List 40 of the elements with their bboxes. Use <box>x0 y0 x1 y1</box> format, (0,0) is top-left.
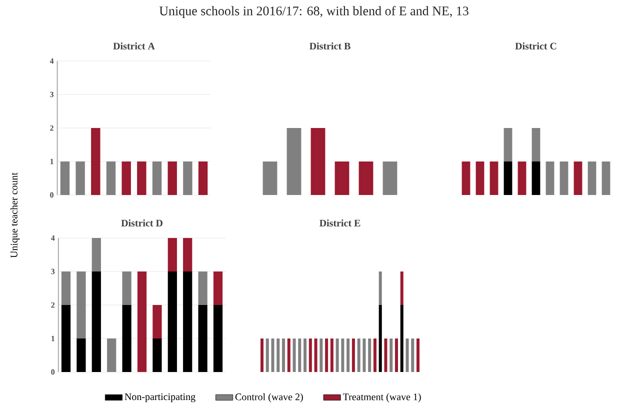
bar <box>76 338 86 372</box>
bar <box>198 272 208 305</box>
bar <box>183 272 192 372</box>
bar <box>213 305 223 372</box>
bar <box>168 238 177 272</box>
legend-label: Control (wave 2) <box>235 393 303 402</box>
text: Unique schools in 2016/17: 68, with blend of E and NE, 13 <box>159 6 468 18</box>
y-tick-label: 0 <box>50 192 54 198</box>
bar <box>122 305 132 372</box>
chart-subtitle: District B <box>309 42 350 50</box>
bar <box>92 272 101 372</box>
legend-label: Treatment (wave 1) <box>342 393 421 402</box>
y-tick-label: 2 <box>50 125 54 131</box>
bar <box>152 305 162 338</box>
bar <box>152 338 162 372</box>
bar <box>92 238 101 272</box>
y-tick-label: 3 <box>51 268 55 274</box>
bar <box>76 272 86 338</box>
y-tick-label: 2 <box>51 302 55 308</box>
y-tick-label: 3 <box>50 92 54 98</box>
y-tick-label: 4 <box>50 235 55 241</box>
bar <box>198 305 208 372</box>
legend-label: Non-participating <box>124 393 196 402</box>
chart-subtitle: District D <box>121 219 162 226</box>
bar <box>213 272 223 305</box>
chart-subtitle: District E <box>319 219 360 226</box>
chart-subtitle: District C <box>515 42 556 50</box>
chart-subtitle: District A <box>113 42 155 50</box>
bar <box>183 238 192 272</box>
bar <box>107 338 116 372</box>
y-tick-label: 1 <box>52 336 54 342</box>
y-axis-title: Unique teacher count <box>10 172 20 258</box>
y-tick-label: 1 <box>50 158 54 164</box>
bar <box>61 305 71 372</box>
bar <box>137 272 147 372</box>
bar <box>168 272 177 372</box>
y-tick-label: 4 <box>50 58 54 64</box>
bar <box>122 272 132 305</box>
y-tick-label: 0 <box>51 369 55 375</box>
bar <box>61 272 71 305</box>
